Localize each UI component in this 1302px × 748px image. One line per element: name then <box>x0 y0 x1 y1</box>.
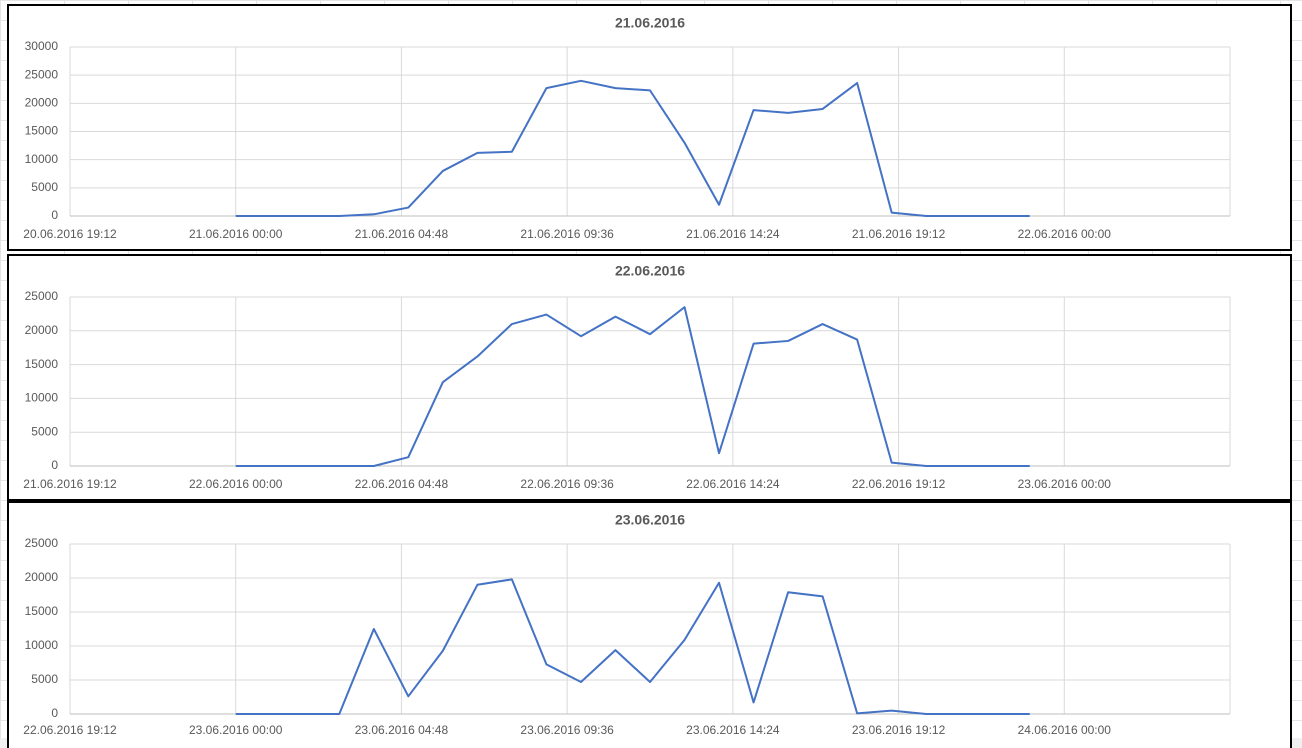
x-tick-label: 22.06.2016 19:12 <box>23 723 117 737</box>
chart: 22.06.2016 0 5000 10000 15000 20000 25000 21.06… <box>7 254 1292 501</box>
x-tick-label: 21.06.2016 14:24 <box>686 227 780 241</box>
x-tick-label: 21.06.2016 09:36 <box>520 227 614 241</box>
data-line <box>235 578 1030 715</box>
x-tick-label: 22.06.2016 19:12 <box>852 477 946 491</box>
x-tick-label: 21.06.2016 04:48 <box>355 227 449 241</box>
chart-frame <box>7 254 1292 501</box>
chart-frame <box>7 4 1292 251</box>
x-tick-label: 23.06.2016 04:48 <box>355 723 449 737</box>
x-tick-label: 23.06.2016 00:00 <box>189 723 283 737</box>
x-tick-label: 22.06.2016 14:24 <box>686 477 780 491</box>
chart-title: 21.06.2016 <box>615 15 685 31</box>
chart: 23.06.2016 0 5000 10000 15000 20000 25000 22.06… <box>7 501 1292 748</box>
y-tick-label: 10000 <box>25 152 59 166</box>
y-tick-label: 25000 <box>25 289 59 303</box>
y-tick-label: 0 <box>51 706 58 720</box>
chart-title: 23.06.2016 <box>615 512 685 528</box>
x-tick-label: 21.06.2016 19:12 <box>852 227 946 241</box>
y-tick-label: 15000 <box>25 124 59 138</box>
chart-title: 22.06.2016 <box>615 263 685 279</box>
x-tick-label: 22.06.2016 09:36 <box>520 477 614 491</box>
x-tick-label: 22.06.2016 00:00 <box>189 477 283 491</box>
y-tick-label: 25000 <box>25 536 59 550</box>
y-tick-label: 10000 <box>25 391 59 405</box>
y-tick-label: 30000 <box>25 39 59 53</box>
x-tick-label: 21.06.2016 19:12 <box>23 477 117 491</box>
y-tick-label: 25000 <box>25 67 59 81</box>
x-tick-label: 23.06.2016 14:24 <box>686 723 780 737</box>
x-tick-label: 20.06.2016 19:12 <box>23 227 117 241</box>
chart: 21.06.2016 0 5000 10000 15000 20000 25000 30000… <box>7 4 1292 251</box>
y-tick-label: 0 <box>51 458 58 472</box>
x-tick-label: 22.06.2016 00:00 <box>1018 227 1112 241</box>
x-tick-label: 24.06.2016 00:00 <box>1018 723 1112 737</box>
y-tick-label: 5000 <box>31 180 58 194</box>
y-tick-label: 5000 <box>31 672 58 686</box>
y-tick-label: 15000 <box>25 357 59 371</box>
x-tick-label: 21.06.2016 00:00 <box>189 227 283 241</box>
y-tick-label: 10000 <box>25 638 59 652</box>
x-tick-label: 22.06.2016 04:48 <box>355 477 449 491</box>
y-tick-label: 15000 <box>25 604 59 618</box>
x-tick-label: 23.06.2016 00:00 <box>1018 477 1112 491</box>
chart-frame <box>7 501 1292 748</box>
data-line <box>235 79 1030 217</box>
data-line <box>235 306 1030 467</box>
y-tick-label: 20000 <box>25 570 59 584</box>
x-tick-label: 23.06.2016 19:12 <box>852 723 946 737</box>
x-tick-label: 23.06.2016 09:36 <box>520 723 614 737</box>
y-tick-label: 20000 <box>25 323 59 337</box>
y-tick-label: 5000 <box>31 424 58 438</box>
y-tick-label: 20000 <box>25 96 59 110</box>
y-tick-label: 0 <box>51 208 58 222</box>
